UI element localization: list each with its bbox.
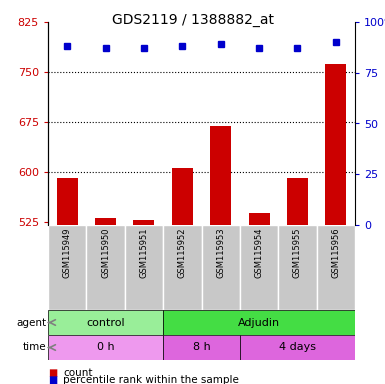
- Text: GSM115949: GSM115949: [63, 228, 72, 278]
- Text: percentile rank within the sample: percentile rank within the sample: [64, 375, 239, 384]
- Text: GSM115950: GSM115950: [101, 228, 110, 278]
- Text: GSM115953: GSM115953: [216, 228, 225, 278]
- Text: GSM115956: GSM115956: [331, 228, 340, 278]
- Text: ■: ■: [48, 368, 57, 378]
- Bar: [95, 218, 116, 225]
- Text: 8 h: 8 h: [192, 343, 210, 353]
- Bar: [316, 225, 355, 310]
- Text: control: control: [86, 318, 125, 328]
- Text: GSM115955: GSM115955: [293, 228, 302, 278]
- Bar: [48, 310, 163, 335]
- Bar: [163, 335, 240, 360]
- Bar: [201, 225, 240, 310]
- Text: 0 h: 0 h: [97, 343, 114, 353]
- Bar: [240, 335, 355, 360]
- Text: agent: agent: [16, 318, 46, 328]
- Bar: [48, 225, 86, 310]
- Text: GSM115954: GSM115954: [254, 228, 264, 278]
- Bar: [210, 126, 231, 225]
- Text: Adjudin: Adjudin: [238, 318, 280, 328]
- Bar: [163, 225, 201, 310]
- Text: count: count: [64, 368, 93, 378]
- Text: GDS2119 / 1388882_at: GDS2119 / 1388882_at: [112, 13, 273, 27]
- Bar: [125, 225, 163, 310]
- Text: GSM115952: GSM115952: [178, 228, 187, 278]
- Bar: [287, 179, 308, 225]
- Bar: [248, 213, 270, 225]
- Bar: [172, 169, 193, 225]
- Bar: [240, 225, 278, 310]
- Text: GSM115951: GSM115951: [139, 228, 149, 278]
- Text: time: time: [22, 343, 46, 353]
- Bar: [57, 179, 78, 225]
- Bar: [325, 64, 346, 225]
- Bar: [48, 335, 163, 360]
- Bar: [86, 225, 125, 310]
- Text: 4 days: 4 days: [279, 343, 316, 353]
- Bar: [163, 310, 355, 335]
- Bar: [278, 225, 316, 310]
- Bar: [133, 220, 154, 225]
- Text: ■: ■: [48, 375, 57, 384]
